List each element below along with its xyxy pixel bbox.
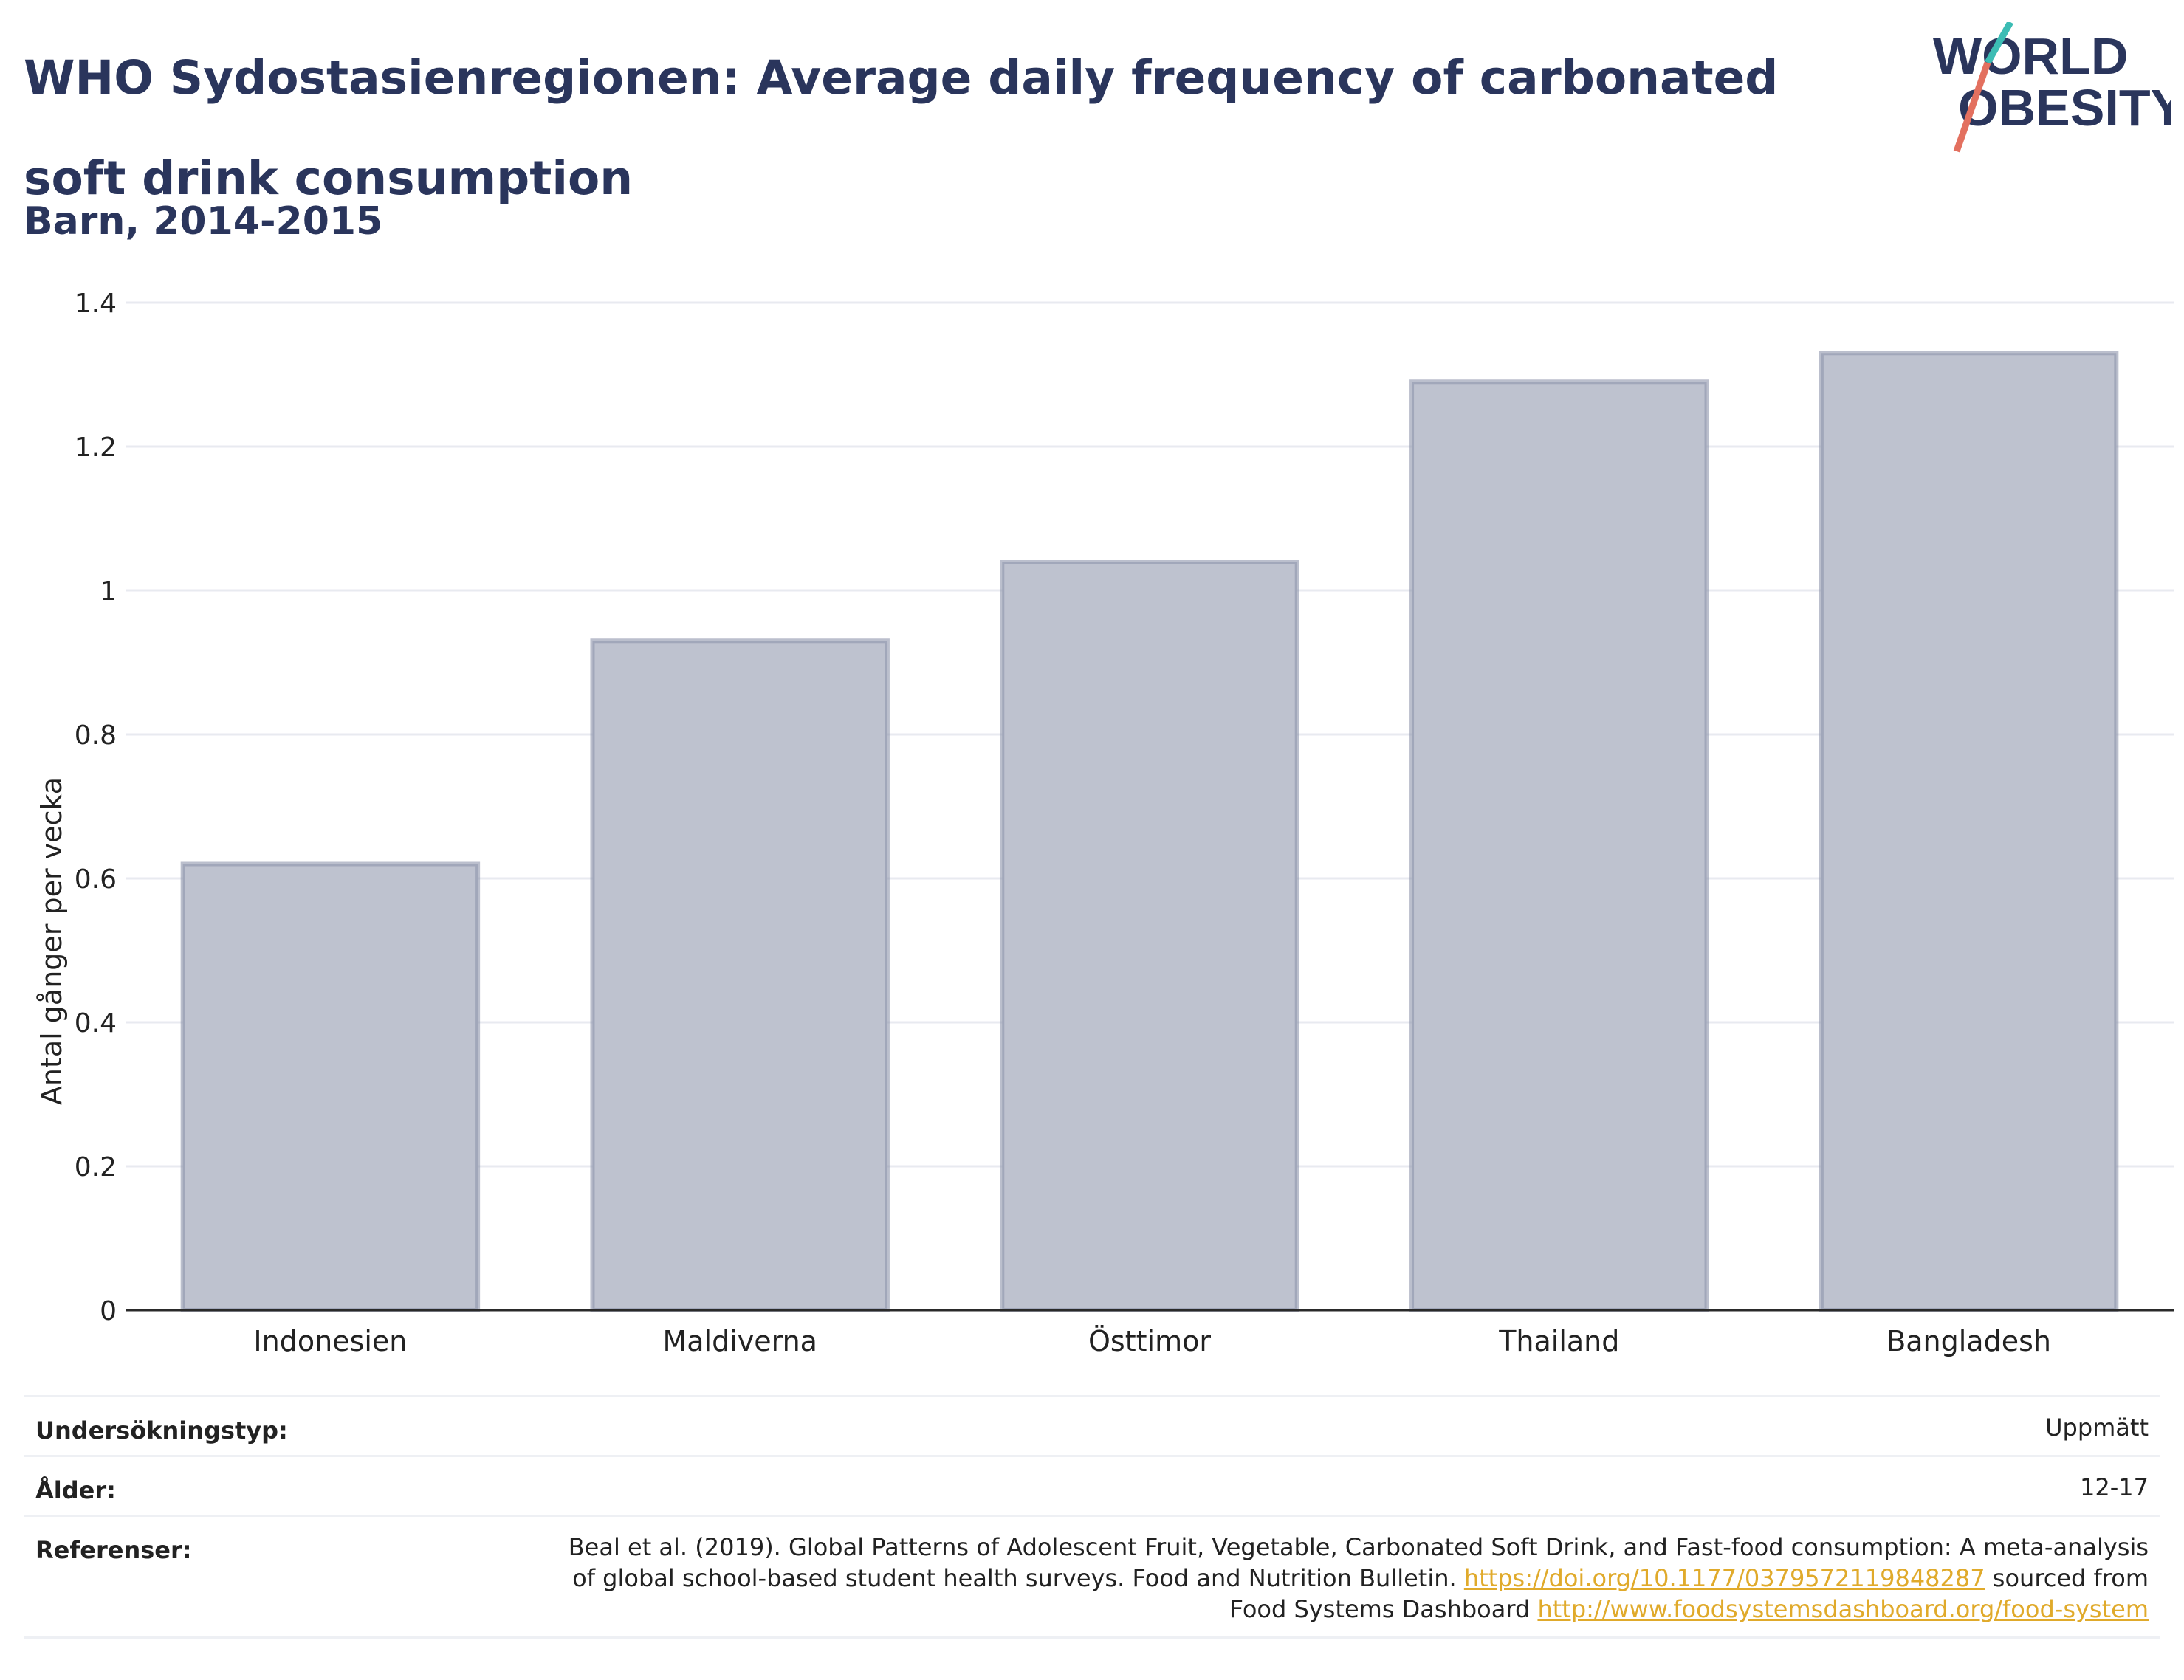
bar-maldiverna bbox=[590, 638, 890, 1312]
y-axis-title: Antal gånger per vecka bbox=[35, 777, 68, 1106]
logo-line1: WORLD bbox=[1933, 27, 2128, 85]
logo-slash-red bbox=[1953, 61, 1991, 153]
references-text: Beal et al. (2019). Global Patterns of A… bbox=[568, 1533, 2149, 1592]
chart-title: WHO Sydostasienregionen: Average daily f… bbox=[24, 51, 1779, 205]
doi-link[interactable]: https://doi.org/10.1177/0379572119848287 bbox=[1463, 1564, 1985, 1592]
world-obesity-logo: WORLD OBESITY bbox=[1933, 22, 2171, 153]
bar-bangladesh bbox=[1819, 351, 2119, 1312]
y-tick-label: 1 bbox=[100, 576, 117, 607]
references-mid: sourced from Food Systems Dashboard bbox=[1229, 1564, 2149, 1623]
y-tick-label: 1.4 bbox=[75, 289, 117, 319]
y-tick-label: 0.6 bbox=[75, 864, 117, 895]
x-tick-label: Östtimor bbox=[1088, 1325, 1211, 1357]
dashboard-link[interactable]: http://www.foodsystemsdashboard.org/food… bbox=[1537, 1595, 2149, 1623]
bar-chart: 0 0.2 0.4 0.6 0.8 1 1.2 1.4 Indonesien Maldiverna… bbox=[75, 289, 2174, 1357]
survey-type-value: Uppmätt bbox=[2045, 1414, 2149, 1442]
bar-östtimor bbox=[1000, 560, 1299, 1312]
x-tick-label: Maldiverna bbox=[662, 1325, 817, 1357]
table-row-survey-type: Undersökningstyp: Uppmätt bbox=[24, 1395, 2160, 1455]
chart-subtitle: Barn, 2014-2015 bbox=[24, 199, 383, 244]
age-label: Ålder: bbox=[35, 1476, 116, 1504]
y-tick-label: 0.8 bbox=[75, 720, 117, 751]
logo-line2: OBESITY bbox=[1958, 79, 2171, 137]
bar-indonesien bbox=[180, 861, 481, 1312]
table-row-references: Referenser: Beal et al. (2019). Global P… bbox=[24, 1515, 2160, 1639]
y-tick-label: 0 bbox=[100, 1296, 117, 1326]
y-tick-label: 0.4 bbox=[75, 1008, 117, 1039]
info-table: Undersökningstyp: Uppmätt Ålder: 12-17 R… bbox=[24, 1395, 2160, 1639]
references-label: Referenser: bbox=[35, 1536, 192, 1564]
x-tick-label: Bangladesh bbox=[1886, 1325, 2051, 1357]
age-value: 12-17 bbox=[2080, 1473, 2149, 1501]
x-tick-label: Indonesien bbox=[253, 1325, 407, 1357]
references-value: Beal et al. (2019). Global Patterns of A… bbox=[561, 1517, 2149, 1636]
bar-thailand bbox=[1409, 379, 1709, 1312]
logo-slash-teal bbox=[1985, 22, 2013, 65]
survey-type-label: Undersökningstyp: bbox=[35, 1416, 288, 1445]
table-row-age: Ålder: 12-17 bbox=[24, 1455, 2160, 1515]
y-tick-label: 0.2 bbox=[75, 1152, 117, 1182]
x-tick-label: Thailand bbox=[1498, 1325, 1619, 1357]
y-tick-label: 1.2 bbox=[75, 433, 117, 463]
